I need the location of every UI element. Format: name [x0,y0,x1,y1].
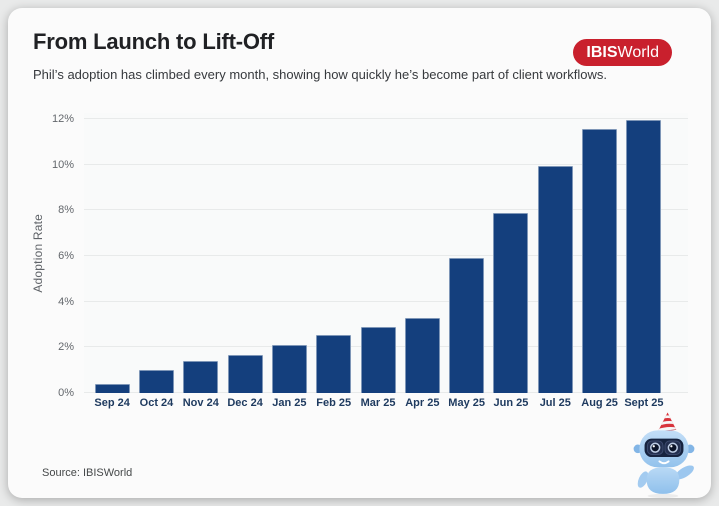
bar-apr-25 [404,317,440,394]
plot-area [84,113,688,394]
robot-right-eye [667,442,678,453]
header: From Launch to Lift-Off Phil’s adoption … [33,28,691,83]
page-title: From Launch to Lift-Off [33,29,275,54]
robot-left-arm [637,471,649,488]
robot-smile [658,460,670,465]
bar-jun-25 [493,212,529,394]
source-note: Source: IBISWorld [42,467,133,479]
bar-cell-dec-24 [223,113,267,394]
y-axis-ticks: 0% 2% 4% 6% 8% 10% 12% [48,113,84,399]
ibisworld-logo[interactable]: IBIS World [573,39,672,66]
bar-cell-sept-25 [622,113,666,394]
ytick-2: 2% [58,341,74,354]
bar-sept-25 [626,120,662,394]
logo-text-bold: IBIS [586,43,618,61]
xlabel-may-25: May 25 [448,397,485,410]
x-axis-labels: Sep 24 Oct 24 Nov 24 Dec 24 Jan 25 Feb 25 Mar … [84,393,688,409]
bar-cell-apr-25 [400,113,444,394]
bar-aug-25 [582,129,618,394]
ytick-12: 12% [51,113,74,126]
xlabel-apr-25: Apr 25 [405,397,440,410]
bar-mar-25 [360,326,396,394]
gridline-8 [84,209,688,211]
bar-jul-25 [537,165,573,394]
ytick-10: 10% [51,158,74,171]
gridline-4 [84,300,688,302]
gridline-12 [84,118,688,120]
ytick-6: 6% [58,250,74,263]
bar-cell-may-25 [445,113,489,394]
xlabel-jun-25: Jun 25 [493,397,529,410]
bar-cell-sep-24 [90,113,134,394]
gridline-6 [84,255,688,257]
y-axis-title: Adoption Rate [31,213,45,293]
bar-oct-24 [138,370,174,394]
ytick-4: 4% [58,295,74,308]
robot-left-eye-glint [652,445,655,448]
robot-right-arm [675,465,694,480]
infographic-card: From Launch to Lift-Off Phil’s adoption … [8,8,711,498]
gridline-10 [84,163,688,165]
robot-body [646,467,680,494]
bar-dec-24 [227,355,263,394]
xlabel-nov-24: Nov 24 [182,397,219,410]
ytick-8: 8% [58,204,74,217]
page-subtitle: Phil’s adoption has climbed every month,… [33,66,607,82]
xlabel-oct-24: Oct 24 [139,397,174,410]
xlabel-aug-25: Aug 25 [581,397,618,410]
bar-cell-jul-25 [533,113,577,394]
robot-left-eye [650,442,661,453]
mascot-shadow [647,493,679,498]
bar-may-25 [449,258,485,394]
xlabel-mar-25: Mar 25 [360,397,396,410]
bar-cell-aug-25 [577,113,621,394]
bar-series [90,113,666,394]
xlabel-dec-24: Dec 24 [227,397,263,410]
bar-cell-oct-24 [134,113,178,394]
xlabel-jul-25: Jul 25 [539,397,571,410]
bar-sep-24 [94,383,130,394]
robot-right-eye-glint [670,445,673,448]
bar-feb-25 [316,334,352,394]
xlabel-sept-25: Sept 25 [624,397,664,410]
bar-cell-feb-25 [312,113,356,394]
ytick-0: 0% [58,387,74,400]
bar-cell-jun-25 [489,113,533,394]
xlabel-jan-25: Jan 25 [272,397,307,410]
bar-cell-jan-25 [267,113,311,394]
xlabel-sep-24: Sep 24 [94,397,130,410]
xlabel-feb-25: Feb 25 [316,397,352,410]
bar-cell-nov-24 [179,113,223,394]
adoption-rate-bar-chart: Adoption Rate 0% 2% 4% 6% 8% 10% 12% Sep 24 Oct… [28,113,688,409]
robot-party-hat-mascot [633,412,695,498]
logo-text-light: World [617,43,660,61]
bar-jan-25 [271,345,307,394]
bar-cell-mar-25 [356,113,400,394]
bar-nov-24 [183,361,219,394]
